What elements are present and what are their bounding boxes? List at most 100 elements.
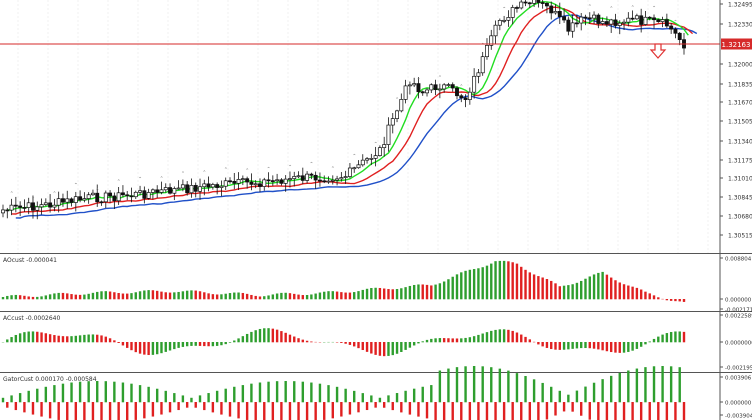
candle[interactable] <box>450 84 455 89</box>
candle[interactable] <box>519 1 524 9</box>
candle[interactable] <box>185 184 190 194</box>
candle[interactable] <box>270 180 275 182</box>
candle[interactable] <box>382 144 387 149</box>
candle[interactable] <box>1 209 5 214</box>
candle[interactable] <box>73 196 78 203</box>
candle[interactable] <box>553 11 558 14</box>
candle[interactable] <box>138 190 143 193</box>
candle[interactable] <box>399 99 404 112</box>
candle[interactable] <box>219 185 224 188</box>
candle[interactable] <box>587 17 592 20</box>
candle[interactable] <box>570 22 575 32</box>
candle[interactable] <box>339 177 344 180</box>
candle[interactable] <box>176 187 181 190</box>
candle[interactable] <box>609 19 614 25</box>
candle[interactable] <box>343 176 348 178</box>
candle[interactable] <box>515 7 519 9</box>
candle[interactable] <box>459 95 464 99</box>
candle[interactable] <box>146 192 151 199</box>
candle[interactable] <box>125 194 130 197</box>
candle[interactable] <box>206 183 211 188</box>
candle[interactable] <box>600 21 605 24</box>
candle[interactable] <box>108 192 113 197</box>
candle[interactable] <box>455 87 459 97</box>
candle[interactable] <box>549 5 554 14</box>
candle[interactable] <box>39 204 44 208</box>
candle[interactable] <box>626 17 631 23</box>
candle[interactable] <box>463 97 468 100</box>
candle[interactable] <box>622 21 626 24</box>
candle[interactable] <box>22 207 27 209</box>
candle[interactable] <box>562 16 567 21</box>
candle[interactable] <box>407 84 412 87</box>
candle[interactable] <box>677 32 682 40</box>
candle[interactable] <box>309 173 314 176</box>
candle[interactable] <box>78 196 83 201</box>
candle[interactable] <box>313 174 318 181</box>
candle[interactable] <box>26 202 31 208</box>
candle[interactable] <box>245 178 250 183</box>
candlesticks[interactable] <box>1 0 686 220</box>
candle[interactable] <box>497 20 502 26</box>
candle[interactable] <box>82 198 87 201</box>
candle[interactable] <box>510 7 515 18</box>
candle[interactable] <box>347 167 352 177</box>
candle[interactable] <box>377 147 382 156</box>
candle[interactable] <box>472 75 477 93</box>
candle[interactable] <box>300 175 305 181</box>
candle[interactable] <box>369 158 374 160</box>
candle[interactable] <box>604 21 609 25</box>
candle[interactable] <box>223 180 228 187</box>
candle[interactable] <box>103 192 108 203</box>
candle[interactable] <box>90 192 95 196</box>
candle[interactable] <box>322 180 327 183</box>
candle[interactable] <box>142 190 147 199</box>
candle[interactable] <box>489 35 494 46</box>
candle[interactable] <box>395 110 399 119</box>
candle[interactable] <box>574 22 579 25</box>
candle[interactable] <box>43 202 48 205</box>
candle[interactable] <box>420 91 425 94</box>
candle[interactable] <box>56 198 61 206</box>
candle[interactable] <box>596 14 601 24</box>
candle[interactable] <box>613 19 618 26</box>
candle[interactable] <box>48 202 53 208</box>
candle[interactable] <box>279 179 284 184</box>
candle[interactable] <box>583 16 588 19</box>
candle[interactable] <box>467 91 472 100</box>
candle[interactable] <box>330 179 335 182</box>
candle[interactable] <box>13 204 18 207</box>
candle[interactable] <box>416 83 421 93</box>
candle[interactable] <box>527 2 532 5</box>
candle[interactable] <box>189 185 194 194</box>
candle[interactable] <box>180 184 185 189</box>
candle[interactable] <box>390 118 395 126</box>
candle[interactable] <box>540 2 545 4</box>
candle[interactable] <box>523 1 528 4</box>
candle[interactable] <box>120 192 125 196</box>
candle[interactable] <box>198 186 202 192</box>
candle[interactable] <box>506 17 511 21</box>
candle[interactable] <box>202 183 207 188</box>
candle[interactable] <box>232 180 237 184</box>
candle[interactable] <box>579 16 584 24</box>
candle[interactable] <box>502 19 507 22</box>
candle[interactable] <box>5 209 10 212</box>
candle[interactable] <box>360 159 365 166</box>
candle[interactable] <box>656 19 661 22</box>
candle[interactable] <box>9 204 14 211</box>
candle[interactable] <box>283 178 288 184</box>
candle[interactable] <box>557 11 562 17</box>
candle[interactable] <box>172 188 177 194</box>
candle[interactable] <box>155 189 160 193</box>
candle[interactable] <box>249 181 254 185</box>
candle[interactable] <box>288 178 292 180</box>
candle[interactable] <box>112 195 117 202</box>
candle[interactable] <box>296 175 301 178</box>
candle[interactable] <box>31 202 35 211</box>
gator-panel[interactable]: GatorCust 0.000170 -0.000584 0.003906 0.0… <box>1 366 752 420</box>
candle[interactable] <box>437 88 442 91</box>
candle[interactable] <box>446 84 451 86</box>
candle[interactable] <box>403 85 408 100</box>
candle[interactable] <box>86 194 91 199</box>
